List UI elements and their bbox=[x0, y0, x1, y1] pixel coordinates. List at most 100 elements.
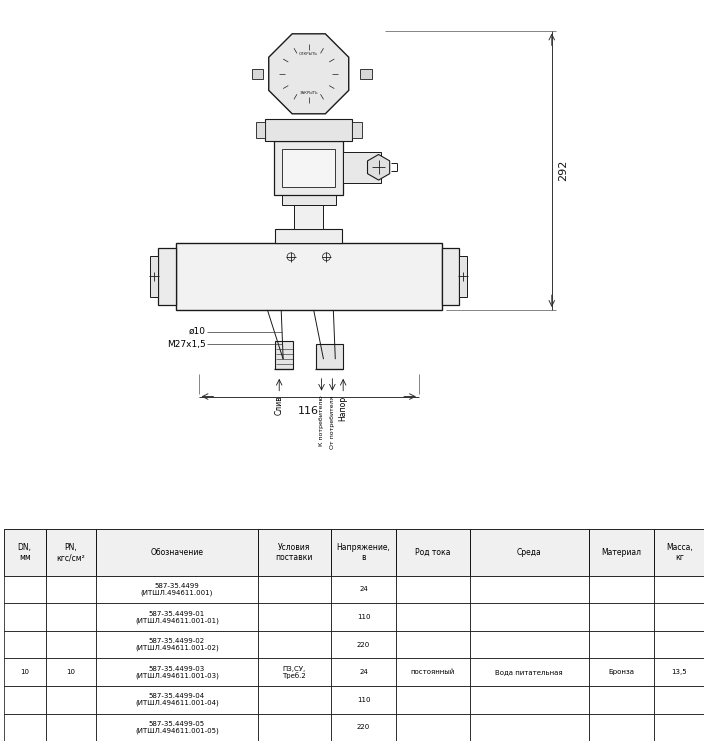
Bar bbox=[396, 714, 469, 741]
Bar bbox=[96, 631, 258, 659]
Bar bbox=[469, 714, 589, 741]
Bar bbox=[654, 529, 704, 576]
Circle shape bbox=[282, 95, 288, 101]
Bar bbox=[396, 603, 469, 631]
Text: DN,
мм: DN, мм bbox=[18, 542, 32, 562]
Bar bbox=[589, 631, 654, 659]
Text: 24: 24 bbox=[359, 669, 368, 675]
Text: От потребителя: От потребителя bbox=[330, 396, 335, 449]
Bar bbox=[4, 686, 46, 714]
Text: 220: 220 bbox=[357, 641, 370, 647]
Text: 24: 24 bbox=[359, 586, 368, 592]
Bar bbox=[316, 344, 343, 369]
Text: Условия
поставки: Условия поставки bbox=[275, 542, 313, 562]
Bar bbox=[352, 122, 362, 138]
Bar bbox=[589, 686, 654, 714]
Text: 10: 10 bbox=[21, 669, 29, 675]
Text: 110: 110 bbox=[357, 614, 370, 620]
Bar bbox=[654, 714, 704, 741]
Text: ø10: ø10 bbox=[188, 327, 205, 336]
Text: ПЗ,СУ,
Треб.2: ПЗ,СУ, Треб.2 bbox=[282, 665, 306, 679]
Bar bbox=[396, 576, 469, 603]
Bar bbox=[4, 576, 46, 603]
Bar bbox=[158, 248, 176, 305]
Bar bbox=[331, 714, 396, 741]
Bar bbox=[46, 686, 96, 714]
Bar bbox=[396, 659, 469, 686]
Bar bbox=[396, 529, 469, 576]
Circle shape bbox=[329, 95, 336, 101]
Bar bbox=[282, 195, 336, 205]
Bar bbox=[469, 603, 589, 631]
Bar bbox=[589, 714, 654, 741]
Circle shape bbox=[329, 47, 336, 53]
Bar bbox=[256, 122, 266, 138]
Bar bbox=[275, 229, 342, 243]
Bar bbox=[331, 659, 396, 686]
Bar bbox=[266, 119, 352, 141]
Bar bbox=[46, 659, 96, 686]
Bar bbox=[654, 659, 704, 686]
Text: PN,
кгс/см²: PN, кгс/см² bbox=[57, 542, 85, 562]
Text: 13,5: 13,5 bbox=[672, 669, 687, 675]
Text: постоянный: постоянный bbox=[411, 669, 455, 675]
Text: Материал: Материал bbox=[602, 548, 641, 557]
Bar bbox=[459, 256, 467, 297]
Bar bbox=[654, 603, 704, 631]
Text: Вода питательная: Вода питательная bbox=[496, 669, 563, 675]
Bar bbox=[258, 603, 331, 631]
Bar bbox=[4, 631, 46, 659]
Bar bbox=[469, 529, 589, 576]
Bar bbox=[589, 576, 654, 603]
Bar bbox=[96, 576, 258, 603]
Bar bbox=[654, 576, 704, 603]
Text: 587-35.4499-04
(ИТШЛ.494611.001-04): 587-35.4499-04 (ИТШЛ.494611.001-04) bbox=[135, 694, 219, 706]
Bar bbox=[4, 714, 46, 741]
Bar bbox=[96, 659, 258, 686]
Bar bbox=[589, 603, 654, 631]
Text: К потребителю: К потребителю bbox=[319, 396, 324, 446]
Bar bbox=[331, 529, 396, 576]
Text: Среда: Среда bbox=[517, 548, 542, 557]
Bar bbox=[275, 341, 293, 369]
Bar bbox=[96, 529, 258, 576]
Bar bbox=[331, 631, 396, 659]
Bar bbox=[396, 686, 469, 714]
Text: ОТКРЫТЬ: ОТКРЫТЬ bbox=[299, 52, 318, 56]
Bar bbox=[4, 603, 46, 631]
Text: 116: 116 bbox=[298, 406, 319, 416]
Bar bbox=[274, 141, 343, 195]
Bar bbox=[469, 631, 589, 659]
Text: 587-35.4499-02
(ИТШЛ.494611.001-02): 587-35.4499-02 (ИТШЛ.494611.001-02) bbox=[135, 638, 219, 651]
Bar bbox=[96, 686, 258, 714]
Bar bbox=[176, 243, 442, 310]
Text: Напор: Напор bbox=[338, 396, 348, 421]
Circle shape bbox=[278, 42, 341, 105]
Bar bbox=[96, 603, 258, 631]
Text: 587-35.4499
(ИТШЛ.494611.001): 587-35.4499 (ИТШЛ.494611.001) bbox=[141, 583, 213, 596]
Bar bbox=[96, 714, 258, 741]
Text: Слив: Слив bbox=[275, 396, 284, 415]
Text: ЗАКРЫТЬ: ЗАКРЫТЬ bbox=[299, 92, 318, 95]
Bar bbox=[360, 69, 372, 79]
Bar bbox=[442, 248, 459, 305]
Polygon shape bbox=[269, 34, 349, 114]
Bar bbox=[282, 148, 336, 187]
Text: Масса,
кг: Масса, кг bbox=[666, 542, 693, 562]
Text: 110: 110 bbox=[357, 697, 370, 703]
Bar bbox=[654, 631, 704, 659]
Bar bbox=[258, 576, 331, 603]
Bar bbox=[46, 576, 96, 603]
Text: 587-35.4499-05
(ИТШЛ.494611.001-05): 587-35.4499-05 (ИТШЛ.494611.001-05) bbox=[135, 721, 219, 734]
Bar bbox=[46, 603, 96, 631]
Bar bbox=[150, 256, 158, 297]
Text: Род тока: Род тока bbox=[415, 548, 451, 557]
Bar bbox=[258, 631, 331, 659]
Bar bbox=[4, 659, 46, 686]
Bar bbox=[654, 686, 704, 714]
Bar bbox=[258, 529, 331, 576]
Text: Напряжение,
в: Напряжение, в bbox=[337, 542, 391, 562]
Bar bbox=[331, 603, 396, 631]
Bar bbox=[251, 69, 263, 79]
Text: 220: 220 bbox=[357, 724, 370, 731]
